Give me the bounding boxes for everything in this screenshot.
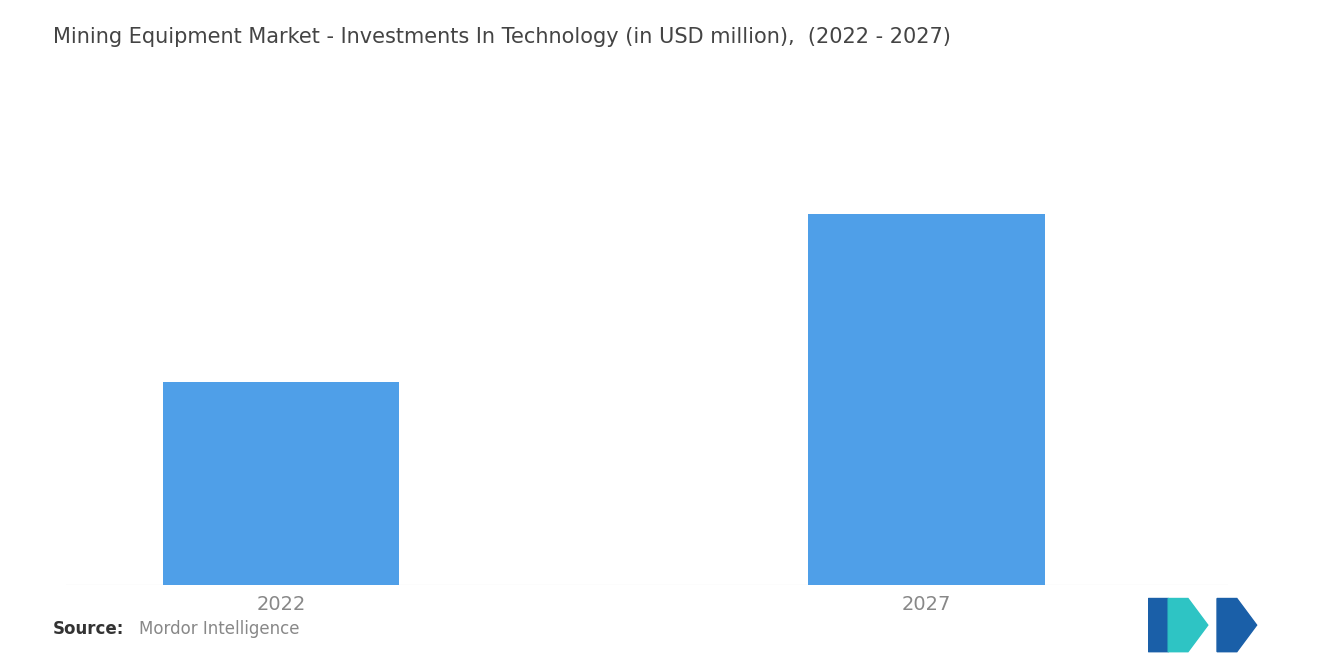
Polygon shape <box>1168 598 1208 652</box>
Text: Source:: Source: <box>53 620 124 638</box>
Bar <box>162 382 400 585</box>
Bar <box>808 214 1044 585</box>
Polygon shape <box>1148 598 1188 652</box>
Text: Mordor Intelligence: Mordor Intelligence <box>139 620 300 638</box>
Text: Mining Equipment Market - Investments In Technology (in USD million),  (2022 - 2: Mining Equipment Market - Investments In… <box>53 27 950 47</box>
Polygon shape <box>1217 598 1257 652</box>
